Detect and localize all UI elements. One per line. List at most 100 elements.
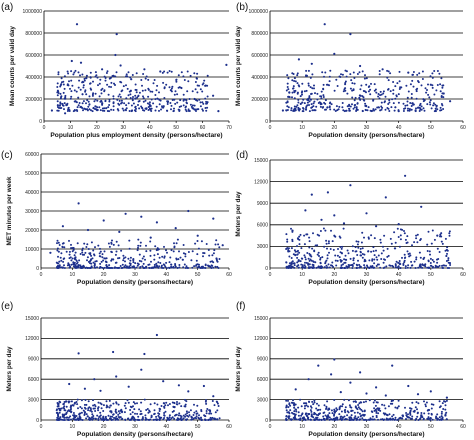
data-point (293, 406, 296, 409)
data-point (106, 110, 109, 112)
data-point (296, 72, 299, 75)
data-point (64, 409, 67, 412)
data-point (326, 400, 329, 403)
data-point (399, 228, 402, 231)
data-point (112, 350, 115, 354)
data-point (138, 107, 141, 110)
data-point (445, 264, 447, 267)
data-point (68, 419, 70, 421)
data-point (189, 103, 192, 106)
data-point (211, 400, 214, 402)
data-point (375, 386, 378, 389)
data-point (373, 258, 376, 261)
data-point (201, 101, 204, 104)
data-point (416, 73, 419, 76)
data-point (153, 263, 156, 266)
data-point (140, 260, 143, 263)
data-point (187, 108, 190, 111)
data-point (100, 99, 103, 102)
data-point (422, 257, 425, 260)
data-point (213, 404, 216, 407)
data-point (344, 82, 347, 84)
data-point (309, 86, 312, 89)
data-point (176, 417, 179, 420)
data-point (104, 257, 107, 260)
data-point (112, 105, 115, 108)
data-point (166, 103, 169, 105)
data-point (318, 101, 321, 104)
data-point (325, 405, 328, 408)
data-point (101, 87, 104, 90)
data-point (135, 72, 138, 75)
data-point (395, 94, 398, 97)
data-point (316, 244, 319, 247)
data-point (166, 251, 168, 254)
data-point (111, 75, 114, 77)
data-point (438, 72, 441, 75)
data-point (442, 84, 445, 87)
data-point (206, 408, 209, 410)
data-point (78, 417, 81, 420)
data-point (303, 102, 306, 105)
data-point (287, 250, 290, 253)
data-point (367, 106, 370, 109)
data-point (187, 251, 190, 253)
data-point (440, 77, 443, 80)
data-point (439, 106, 442, 109)
x-axis-title: Population density (persons/hectare) (308, 431, 424, 438)
data-point (125, 104, 128, 107)
data-point (331, 264, 334, 267)
data-point (177, 108, 180, 111)
data-point (188, 414, 191, 417)
data-point (186, 70, 189, 73)
data-point (185, 400, 188, 403)
data-point (200, 240, 203, 243)
x-tick-label: 60 (226, 272, 232, 278)
data-point (139, 266, 142, 268)
data-point (142, 97, 145, 100)
data-point (342, 227, 345, 230)
data-point (408, 252, 411, 255)
data-point (412, 85, 415, 88)
data-point (71, 257, 74, 260)
data-point (394, 97, 397, 100)
data-point (216, 265, 219, 268)
data-point (88, 95, 91, 98)
data-point (297, 266, 300, 269)
data-point (89, 87, 92, 90)
data-point (307, 378, 310, 381)
data-point (389, 90, 392, 93)
data-point (156, 247, 159, 250)
data-point (55, 261, 58, 264)
data-point (378, 70, 381, 72)
data-point (419, 256, 422, 259)
data-point (359, 247, 362, 250)
data-point (154, 109, 157, 112)
x-tick-label: 20 (94, 125, 100, 131)
data-point (409, 102, 412, 104)
data-point (335, 418, 337, 421)
data-point (340, 264, 343, 267)
data-point (110, 250, 113, 253)
data-point (427, 412, 430, 415)
data-point (150, 260, 152, 263)
x-tick-label: 60 (460, 424, 466, 430)
data-point (347, 411, 350, 414)
data-point (387, 88, 389, 91)
data-point (389, 402, 392, 405)
data-point (118, 103, 121, 106)
y-tick-label: 30000 (25, 209, 39, 215)
data-point (131, 98, 134, 100)
data-point (436, 70, 439, 72)
data-point (373, 83, 376, 86)
data-point (430, 403, 433, 406)
data-point (344, 406, 347, 409)
data-point (192, 414, 195, 416)
data-point (289, 404, 292, 407)
data-point (113, 82, 115, 85)
data-point (385, 413, 388, 416)
data-point (108, 104, 111, 106)
data-point (297, 411, 300, 414)
x-tick-label: 10 (299, 424, 305, 430)
